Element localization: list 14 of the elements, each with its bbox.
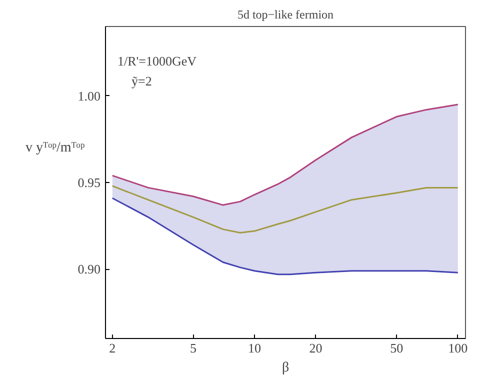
annotation: ỹ=2 [132,74,152,88]
y-tick-label: 0.90 [78,262,100,277]
x-tick-label: 100 [448,340,468,356]
annotation: 1/R'=1000GeV [118,54,198,68]
x-tick-label: 10 [248,340,262,356]
x-tick-label: 20 [309,340,322,356]
chart-title: 5d top−like fermion [237,8,334,22]
x-tick-label: 5 [190,340,197,356]
y-axis-title: v yᵀᵒᵖ/mᵀᵒᵖ [26,140,86,156]
y-tick-label: 1.00 [78,88,100,104]
y-tick-label: 0.95 [78,175,100,190]
x-tick-label: 50 [390,340,404,356]
x-tick-label: 2 [109,340,116,356]
x-axis-title: β [282,360,290,376]
